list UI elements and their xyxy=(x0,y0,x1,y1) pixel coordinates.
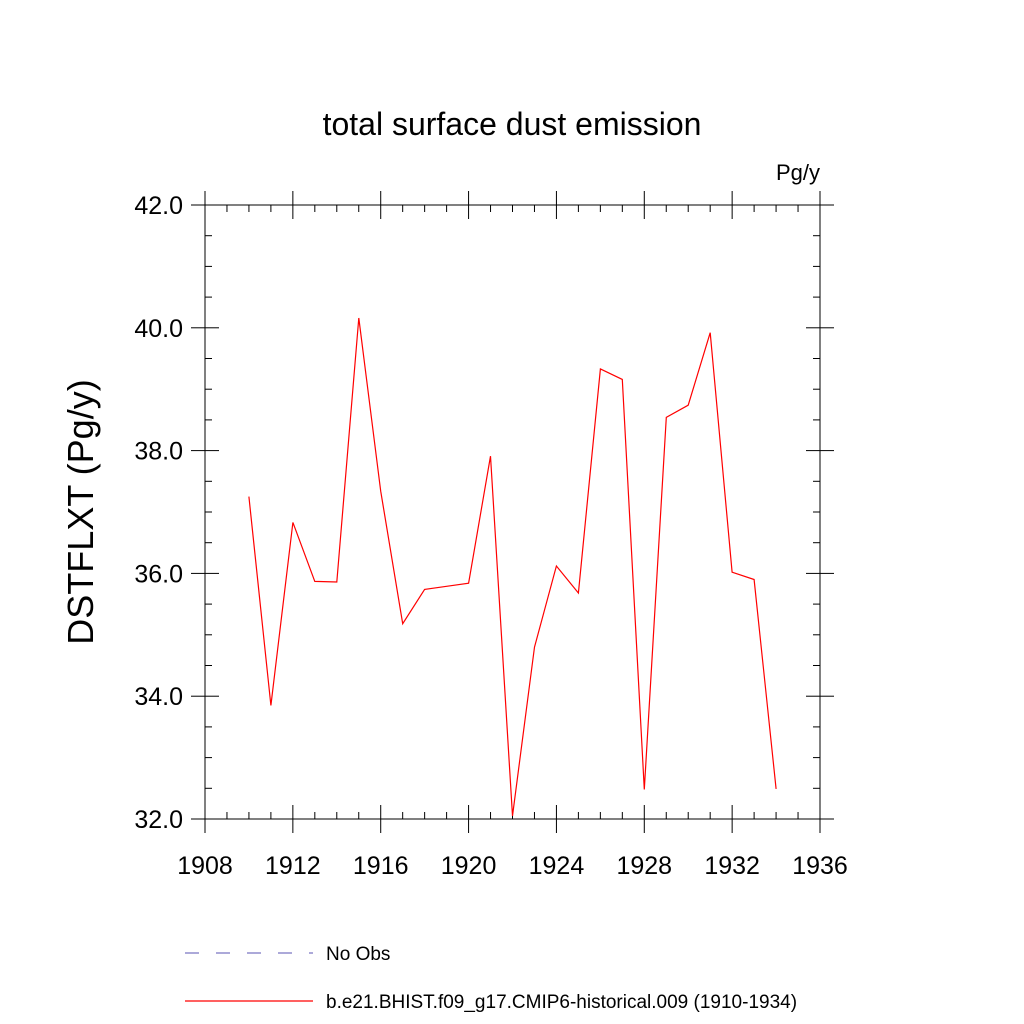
x-tick-label: 1912 xyxy=(265,852,321,880)
x-tick-label: 1908 xyxy=(177,852,233,880)
y-tick-label: 34.0 xyxy=(134,683,183,711)
x-tick-label: 1928 xyxy=(616,852,672,880)
units-label: Pg/y xyxy=(776,160,820,185)
x-tick-label: 1932 xyxy=(704,852,760,880)
chart-title: total surface dust emission xyxy=(323,106,702,142)
x-tick-label: 1920 xyxy=(441,852,497,880)
axes: 1908 1912 1916 1920 1924 1928 1932 1936 32.0 34.0… xyxy=(134,191,848,880)
y-tick-label: 38.0 xyxy=(134,438,183,466)
legend: No Obs b.e21.BHIST.f09_g17.CMIP6-historic… xyxy=(185,944,797,1013)
x-tick-label: 1936 xyxy=(792,852,848,880)
y-tick-label: 36.0 xyxy=(134,560,183,588)
legend-label: b.e21.BHIST.f09_g17.CMIP6-historical.009… xyxy=(326,992,797,1013)
y-axis-label: DSTFLXT (Pg/y) xyxy=(60,379,101,644)
y-tick-label: 42.0 xyxy=(134,192,183,220)
y-tick-label: 40.0 xyxy=(134,315,183,343)
y-tick-label: 32.0 xyxy=(134,806,183,834)
plot-series xyxy=(248,317,777,816)
x-tick-label: 1916 xyxy=(353,852,409,880)
plot-frame xyxy=(204,204,821,820)
legend-label: No Obs xyxy=(326,944,390,965)
series-line xyxy=(248,317,777,816)
x-tick-label: 1924 xyxy=(529,852,585,880)
